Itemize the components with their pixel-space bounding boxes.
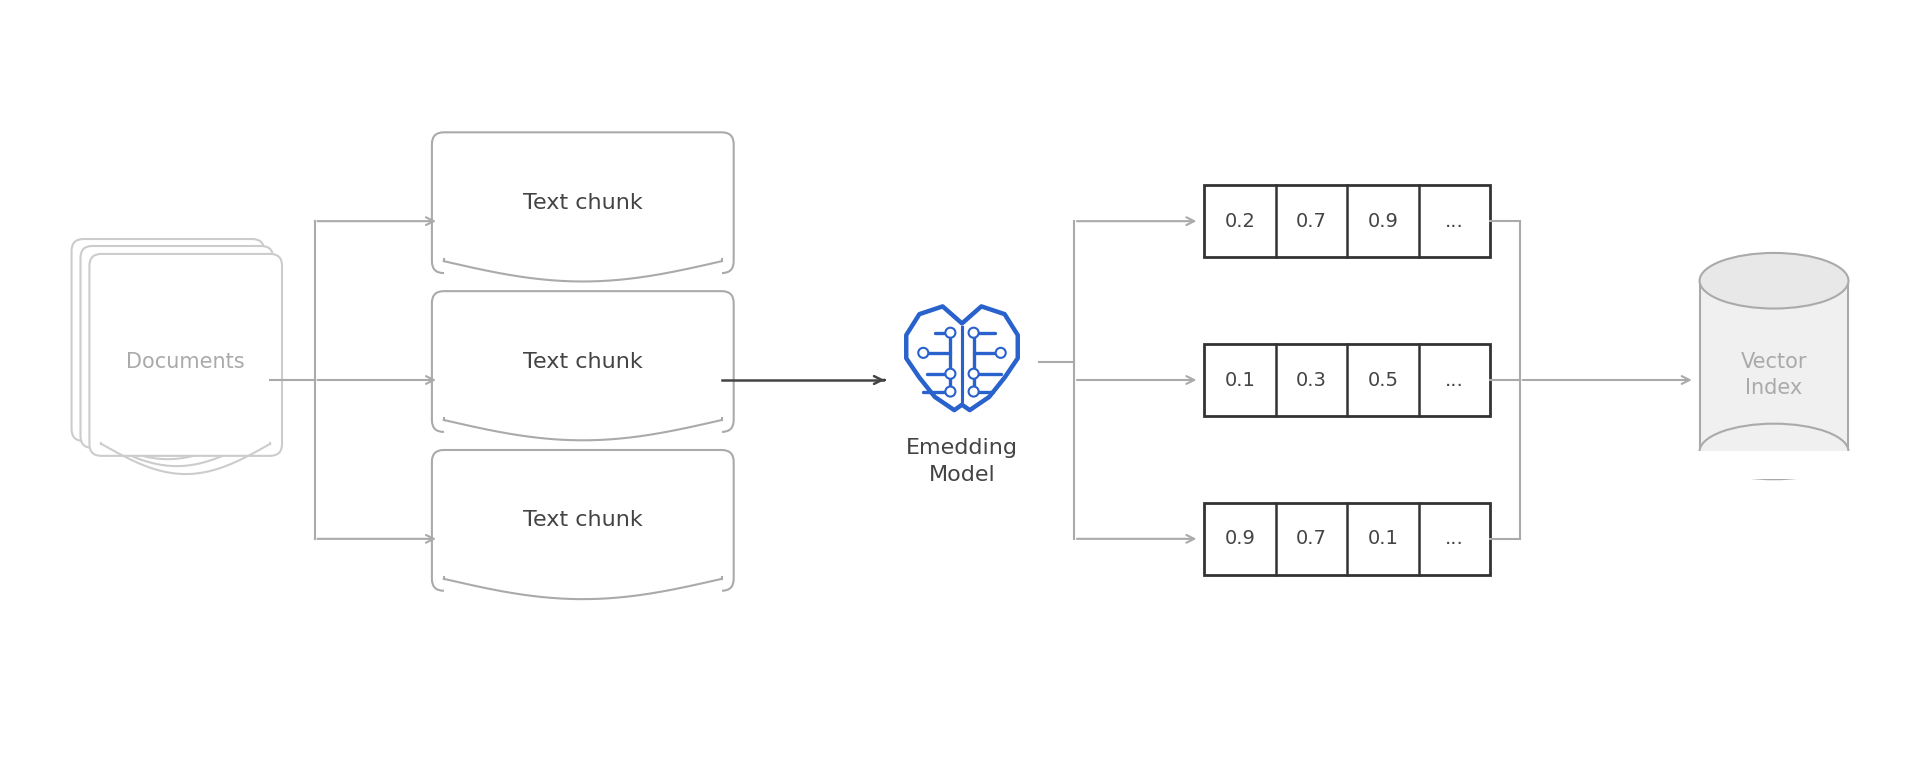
FancyBboxPatch shape — [431, 132, 733, 273]
Text: ...: ... — [1444, 529, 1463, 548]
Text: Text chunk: Text chunk — [523, 193, 642, 213]
Text: 0.5: 0.5 — [1367, 371, 1398, 390]
Text: 0.2: 0.2 — [1223, 212, 1254, 231]
Bar — [444, 256, 721, 298]
Text: 0.7: 0.7 — [1296, 529, 1327, 548]
Text: ...: ... — [1444, 212, 1463, 231]
Circle shape — [967, 387, 979, 397]
Text: 0.1: 0.1 — [1367, 529, 1398, 548]
Bar — [1204, 185, 1488, 257]
Bar — [1204, 503, 1488, 575]
Ellipse shape — [1698, 423, 1848, 480]
FancyBboxPatch shape — [102, 442, 269, 446]
Text: 0.1: 0.1 — [1223, 371, 1254, 390]
Circle shape — [944, 369, 956, 378]
FancyBboxPatch shape — [431, 450, 733, 591]
FancyBboxPatch shape — [83, 427, 252, 431]
Circle shape — [967, 328, 979, 337]
Circle shape — [996, 348, 1006, 358]
FancyBboxPatch shape — [71, 239, 263, 441]
FancyBboxPatch shape — [81, 246, 273, 448]
FancyBboxPatch shape — [92, 434, 262, 438]
Text: 0.3: 0.3 — [1296, 371, 1327, 390]
Text: 0.7: 0.7 — [1296, 212, 1327, 231]
Text: 0.9: 0.9 — [1367, 212, 1398, 231]
Bar — [1204, 344, 1488, 416]
Bar — [1694, 451, 1852, 480]
Circle shape — [967, 369, 979, 378]
Polygon shape — [906, 306, 1017, 410]
Text: Vector
Index: Vector Index — [1740, 352, 1806, 398]
Ellipse shape — [1698, 253, 1848, 309]
Circle shape — [944, 387, 956, 397]
Text: Emedding
Model: Emedding Model — [906, 439, 1017, 485]
Bar — [444, 415, 721, 457]
Bar — [1698, 280, 1848, 451]
Bar — [444, 574, 721, 616]
Text: Text chunk: Text chunk — [523, 511, 642, 530]
FancyBboxPatch shape — [88, 254, 283, 456]
FancyBboxPatch shape — [431, 291, 733, 432]
Text: Text chunk: Text chunk — [523, 352, 642, 372]
Text: ...: ... — [1444, 371, 1463, 390]
Text: Documents: Documents — [127, 352, 244, 372]
Circle shape — [917, 348, 927, 358]
Text: 0.9: 0.9 — [1223, 529, 1254, 548]
Circle shape — [944, 328, 956, 337]
